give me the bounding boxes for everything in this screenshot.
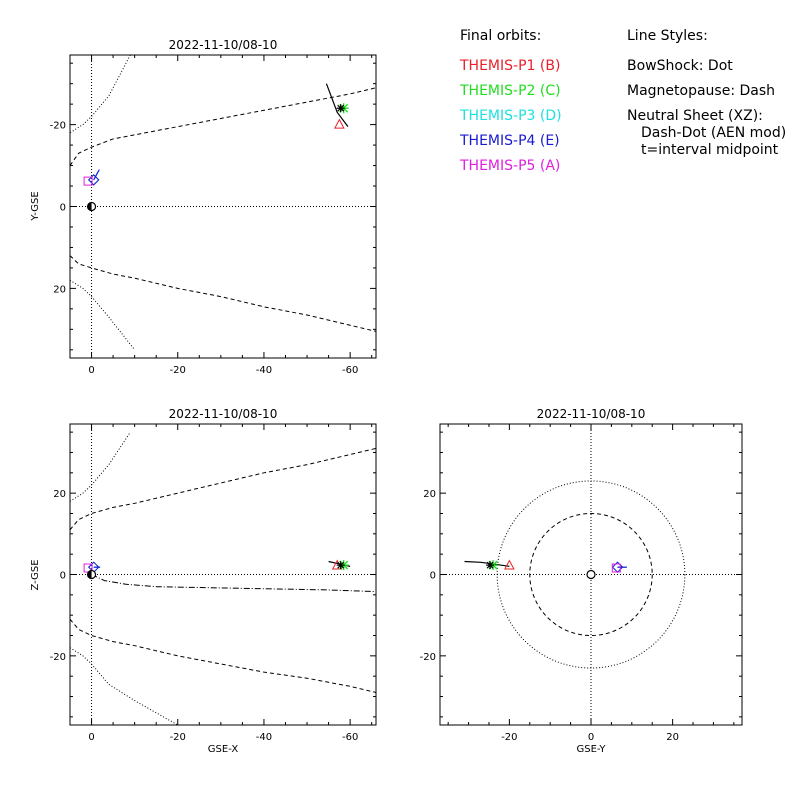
panel-xy-plot-area: 0 -20 -40 -60 -20 0 20 xyxy=(50,55,376,376)
x-tick-label: -60 xyxy=(342,732,358,743)
legend-style-dash-dot: Dash-Dot (AEN mod) xyxy=(641,125,786,141)
earth-night-side xyxy=(87,570,92,579)
earth-disk xyxy=(586,569,596,580)
plot-clip-group xyxy=(464,480,686,669)
magnetopause-curve xyxy=(70,618,376,693)
y-tick-label: 20 xyxy=(53,284,66,295)
midpoint-marker-stroke xyxy=(486,561,494,569)
midpoint-marker xyxy=(336,561,345,570)
midpoint-marker xyxy=(486,561,495,570)
midpoint-marker xyxy=(336,104,345,113)
x-tick-label: -40 xyxy=(256,732,272,743)
x-tick-label: -20 xyxy=(501,732,517,743)
legend-probe-p5: THEMIS-P5 (A) xyxy=(459,158,560,174)
panel-xz-plot-area: 0 -20 -40 -60 20 0 -20 xyxy=(50,424,376,743)
panel-xy-title: 2022-11-10/08-10 xyxy=(169,38,278,52)
panel-xz: 2022-11-10/08-10 Z-GSE GSE-X 0 -20 -40 -60 2… xyxy=(30,407,377,755)
legend-probe-p1: THEMIS-P1 (B) xyxy=(459,58,560,74)
y-tick-label: 0 xyxy=(60,571,66,582)
legend: Final orbits: THEMIS-P1 (B) THEMIS-P2 (C… xyxy=(459,28,786,174)
magnetopause-curve xyxy=(70,255,376,332)
y-tick-label: 0 xyxy=(60,203,66,214)
bowshock-curve xyxy=(496,480,686,669)
x-tick-label: 0 xyxy=(588,732,594,743)
themis-p4-e-marker xyxy=(87,174,100,186)
legend-probe-p2: THEMIS-P2 (C) xyxy=(459,83,561,99)
y-tick-label: 20 xyxy=(423,489,436,500)
bowshock-curve xyxy=(70,647,178,725)
themis-p4-e-orbit-line xyxy=(93,169,100,181)
earth-icon xyxy=(86,569,97,580)
legend-style-magnetopause: Magnetopause: Dash xyxy=(627,83,775,99)
magnetopause-curve xyxy=(70,87,376,166)
plot-clip-group xyxy=(70,55,376,351)
y-tick-label: -20 xyxy=(50,121,66,132)
panel-xz-xlabel: GSE-X xyxy=(208,744,239,755)
legend-probe-p3: THEMIS-P3 (D) xyxy=(459,108,562,124)
earth-icon xyxy=(586,569,596,580)
x-tick-label: -40 xyxy=(256,365,272,376)
neutral-sheet-curve xyxy=(91,574,376,593)
x-tick-label: 0 xyxy=(88,732,94,743)
y-tick-label: 0 xyxy=(430,571,436,582)
bowshock-curve xyxy=(70,431,131,502)
panel-yz: 2022-11-10/08-10 GSE-Y -20 0 20 20 0 -20 xyxy=(420,407,743,755)
midpoint-marker-stroke xyxy=(337,561,345,569)
x-tick-label: -60 xyxy=(342,365,358,376)
x-tick-label: 0 xyxy=(88,365,94,376)
themis-p5-a-marker xyxy=(83,176,93,186)
x-tick-label: -20 xyxy=(170,732,186,743)
plot-clip-group xyxy=(70,431,376,725)
magnetopause-curve xyxy=(529,512,653,637)
panel-yz-xlabel: GSE-Y xyxy=(577,744,607,755)
earth-night-side xyxy=(87,202,92,211)
legend-style-bowshock: BowShock: Dot xyxy=(627,58,733,74)
legend-orbits-title: Final orbits: xyxy=(460,28,541,44)
earth-icon xyxy=(86,201,97,212)
legend-styles-title: Line Styles: xyxy=(627,28,708,44)
themis-p5-a-marker xyxy=(611,563,621,573)
panel-xz-ylabel: Z-GSE xyxy=(30,559,41,590)
themis-p1-b-marker xyxy=(334,118,345,129)
themis-p1-b-orbit-line xyxy=(325,83,349,128)
panel-yz-title: 2022-11-10/08-10 xyxy=(537,407,646,421)
y-tick-label: -20 xyxy=(50,652,66,663)
x-tick-label: -20 xyxy=(170,365,186,376)
y-tick-label: 20 xyxy=(53,489,66,500)
themis-p1-b-marker xyxy=(504,559,515,570)
bowshock-curve xyxy=(70,279,136,351)
x-tick-label: 20 xyxy=(666,732,679,743)
themis-p1-b-orbit-line xyxy=(464,560,510,567)
magnetopause-curve xyxy=(70,447,376,531)
legend-style-neutral-sheet: Neutral Sheet (XZ): xyxy=(627,108,763,124)
y-tick-label: -20 xyxy=(420,652,436,663)
midpoint-marker-stroke xyxy=(337,104,345,112)
panel-xy: 2022-11-10/08-10 Y-GSE 0 -20 -40 -60 -20 0 20 xyxy=(30,38,377,376)
panel-yz-plot-area: -20 0 20 20 0 -20 xyxy=(420,424,742,743)
bowshock-curve xyxy=(70,55,131,134)
legend-style-midpoint: t=interval midpoint xyxy=(641,142,779,158)
legend-probe-p4: THEMIS-P4 (E) xyxy=(459,133,560,149)
panel-xy-ylabel: Y-GSE xyxy=(30,191,41,221)
panel-xz-title: 2022-11-10/08-10 xyxy=(169,407,278,421)
